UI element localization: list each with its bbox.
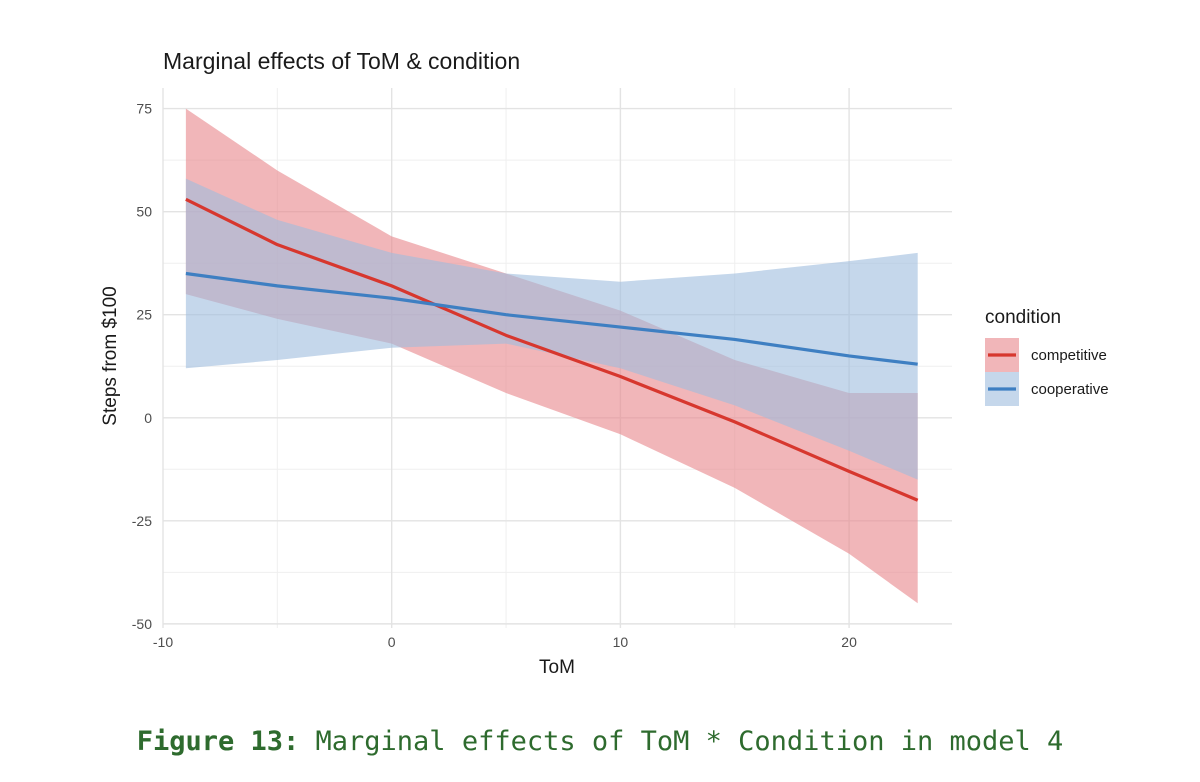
legend-label-cooperative: cooperative: [1031, 381, 1109, 398]
legend: condition competitive cooperative: [985, 307, 1109, 406]
x-axis-title: ToM: [539, 657, 575, 678]
figure-caption: Figure 13: Marginal effects of ToM * Con…: [0, 726, 1200, 757]
x-tick-label: -10: [153, 634, 173, 650]
legend-title: condition: [985, 307, 1061, 328]
y-tick-label: 50: [136, 204, 152, 220]
figure-caption-label: Figure 13:: [136, 726, 300, 757]
y-axis-ticks: 75 50 25 0 -25 -50: [132, 101, 152, 632]
legend-label-competitive: competitive: [1031, 347, 1107, 364]
y-axis-title: Steps from $100: [100, 286, 121, 425]
series-lines: [185, 197, 919, 502]
confidence-bands: [185, 108, 918, 604]
chart: Marginal effects of ToM & condition 75 50…: [100, 48, 1109, 678]
x-tick-label: 10: [613, 634, 629, 650]
figure-caption-text: Marginal effects of ToM * Condition in m…: [299, 726, 1064, 757]
y-tick-label: -50: [132, 616, 152, 632]
competitive-line: [185, 197, 919, 502]
y-tick-label: 75: [136, 101, 152, 117]
y-tick-label: 25: [136, 307, 152, 323]
x-tick-label: 20: [841, 634, 857, 650]
x-tick-label: 0: [388, 634, 396, 650]
cooperative-confidence-band: [185, 178, 918, 480]
y-tick-label: 0: [144, 410, 152, 426]
cooperative-line: [185, 271, 918, 366]
chart-title: Marginal effects of ToM & condition: [163, 48, 520, 74]
competitive-confidence-band: [185, 108, 918, 604]
y-tick-label: -25: [132, 513, 152, 529]
x-axis-ticks: -10 0 10 20: [153, 634, 857, 650]
